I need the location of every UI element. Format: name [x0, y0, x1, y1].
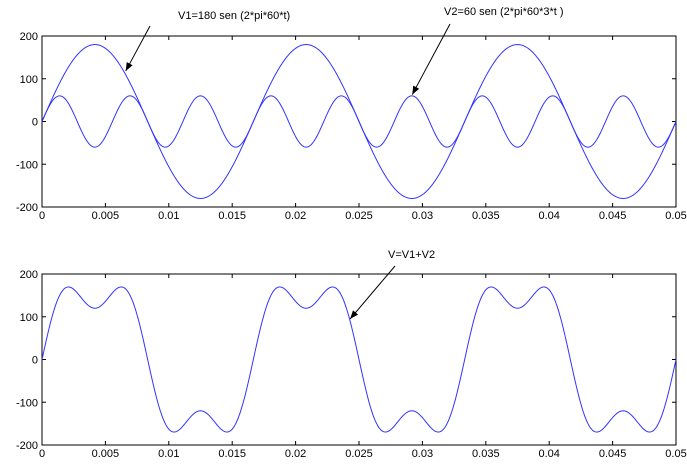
series-line-1 [41, 286, 677, 433]
x-tick-label: 0 [39, 210, 45, 222]
y-tick-label: -200 [16, 440, 38, 452]
y-tick-label: 0 [32, 117, 38, 129]
annotation-label: V1=180 sen (2*pi*60*t) [178, 10, 290, 22]
annotation-arrowhead [412, 85, 420, 95]
x-tick-label: 0.05 [665, 210, 686, 222]
y-tick-label: -200 [16, 202, 38, 214]
y-tick-label: 0 [32, 355, 38, 367]
annotation-arrowhead [125, 62, 133, 72]
x-tick-label: 0.005 [92, 448, 120, 460]
x-tick-label: 0.05 [665, 448, 686, 460]
x-tick-label: 0.03 [412, 448, 433, 460]
x-tick-label: 0.01 [158, 210, 179, 222]
x-tick-label: 0.045 [599, 210, 627, 222]
x-tick-label: 0.01 [158, 448, 179, 460]
x-tick-label: 0.025 [345, 448, 373, 460]
x-tick-label: 0.02 [285, 448, 306, 460]
y-tick-label: -100 [16, 159, 38, 171]
x-tick-label: 0.025 [345, 210, 373, 222]
x-tick-label: 0.045 [599, 448, 627, 460]
subplot-top: 0 0.005 0.01 0.015 0.02 0.025 0.03 0.035 0.04 0.0… [16, 6, 687, 222]
y-tick-label: 200 [20, 269, 38, 281]
y-tick-label: -100 [16, 397, 38, 409]
annotation-arrow-line [411, 23, 451, 95]
y-tick-label: 200 [20, 31, 38, 43]
x-tick-label: 0.005 [92, 210, 120, 222]
x-tick-label: 0.02 [285, 210, 306, 222]
x-tick-label: 0.04 [538, 210, 559, 222]
x-tick-label: 0.015 [218, 210, 246, 222]
annotation-arrow-line [125, 25, 151, 72]
x-tick-label: 0.03 [412, 210, 433, 222]
x-tick-label: 0.035 [472, 448, 500, 460]
x-tick-label: 0.04 [538, 448, 559, 460]
x-tick-label: 0 [39, 448, 45, 460]
subplot-bottom: 0 0.005 0.01 0.015 0.02 0.025 0.03 0.035 0.04 0.0… [16, 249, 687, 460]
y-tick-label: 100 [20, 312, 38, 324]
series-line-2 [41, 95, 677, 148]
annotation-label: V=V1+V2 [388, 249, 435, 261]
annotation-arrowhead [350, 310, 359, 319]
annotation-label: V2=60 sen (2*pi*60*3*t ) [444, 6, 564, 18]
annotation-arrow-line [349, 265, 396, 320]
x-tick-label: 0.035 [472, 210, 500, 222]
y-tick-label: 100 [20, 74, 38, 86]
x-tick-label: 0.015 [218, 448, 246, 460]
